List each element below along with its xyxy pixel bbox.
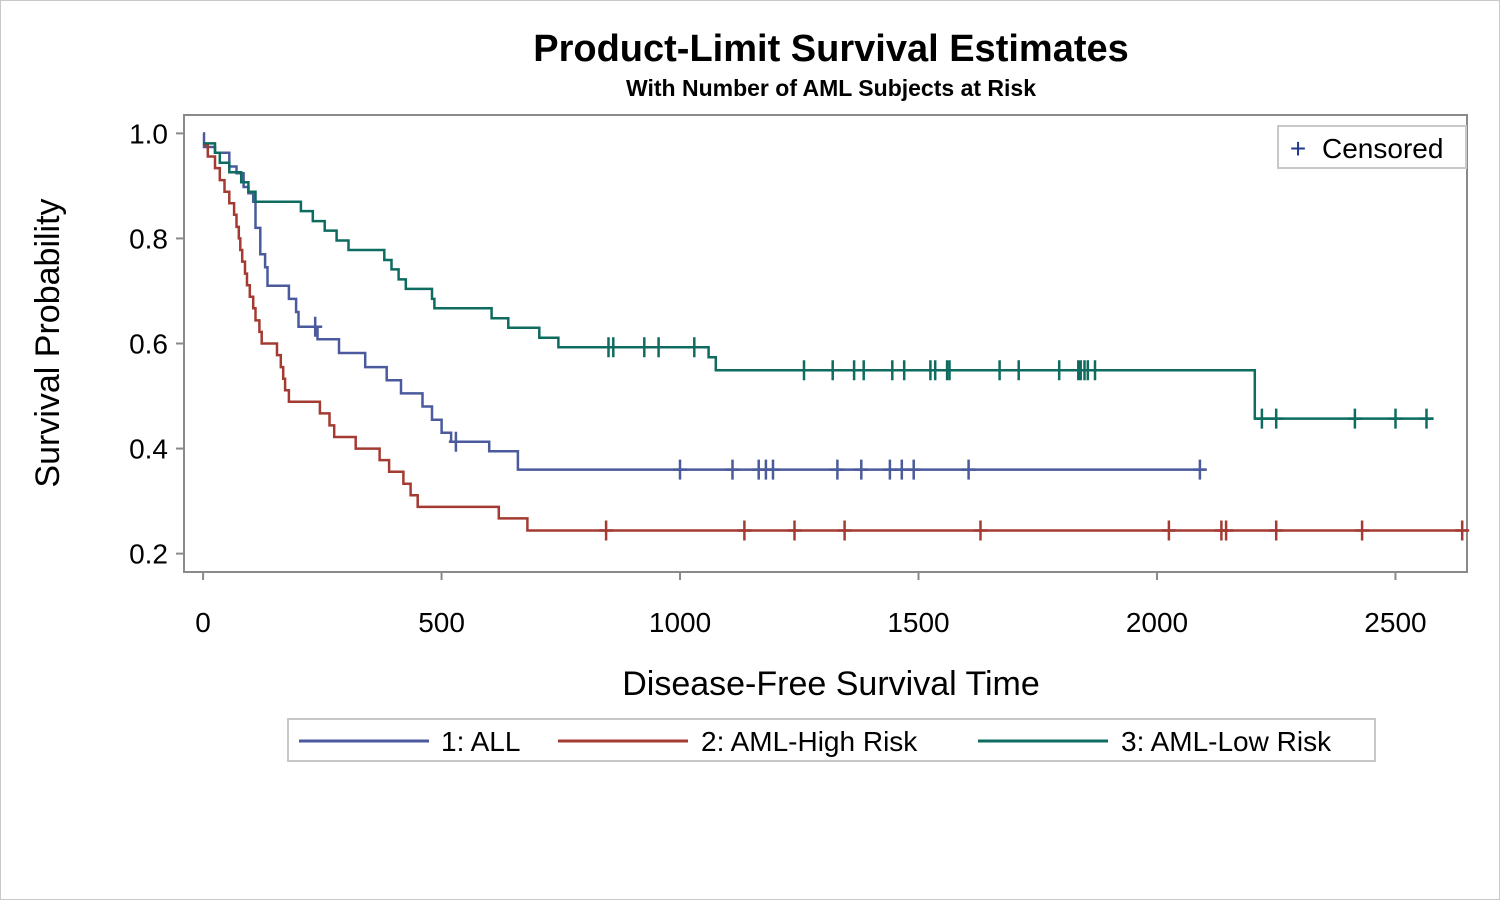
y-axis-label: Survival Probability <box>29 198 67 487</box>
censor-mark <box>1219 520 1234 541</box>
censored-legend-box <box>1277 125 1467 169</box>
censored-legend: + Censored <box>1277 125 1467 169</box>
legend-label-aml-low: 3: AML-Low Risk <box>1121 726 1332 757</box>
x-axis: 0 500 1000 1500 2000 2500 <box>195 572 1427 638</box>
survival-curve <box>203 142 1434 420</box>
censor-mark <box>606 337 621 358</box>
y-tick-label: 0.8 <box>129 223 168 254</box>
censor-mark <box>599 520 614 541</box>
y-axis: 0.2 0.4 0.6 0.8 1.0 <box>129 118 184 570</box>
censor-mark <box>1011 360 1026 381</box>
series-2 <box>203 143 1470 541</box>
y-tick-label: 1.0 <box>129 118 168 149</box>
censor-mark <box>897 360 912 381</box>
censor-mark <box>1192 459 1207 480</box>
censor-mark <box>673 459 687 480</box>
censor-mark <box>766 459 780 480</box>
y-tick-label: 0.4 <box>129 434 168 465</box>
censor-mark <box>830 459 845 480</box>
censor-mark <box>725 459 740 480</box>
censor-mark <box>737 520 752 541</box>
x-tick-label: 1000 <box>649 607 711 638</box>
x-tick-label: 1500 <box>887 607 949 638</box>
plot-area <box>183 114 1468 573</box>
series-layer <box>202 132 1470 541</box>
censor-mark <box>1052 360 1067 381</box>
censor-mark <box>1088 360 1102 381</box>
censor-mark <box>1388 408 1403 429</box>
censor-mark <box>1161 520 1176 541</box>
legend-label-all: 1: ALL <box>441 726 520 757</box>
censor-mark <box>1419 408 1434 429</box>
survival-curve <box>203 143 1467 532</box>
censor-mark <box>854 459 869 480</box>
censor-mark <box>942 360 957 381</box>
censor-mark <box>906 459 921 480</box>
censor-mark <box>787 520 802 541</box>
censor-mark <box>448 431 463 452</box>
censor-mark <box>961 459 976 480</box>
censor-mark <box>894 459 909 480</box>
censored-legend-symbol: + <box>1290 133 1306 164</box>
censored-legend-label: Censored <box>1322 133 1443 164</box>
censor-mark <box>1455 520 1470 541</box>
censor-mark <box>837 520 852 541</box>
censor-mark <box>825 360 840 381</box>
censor-mark <box>973 520 988 541</box>
censor-mark <box>928 360 943 381</box>
series-legend-box <box>287 718 1376 762</box>
chart-subtitle: With Number of AML Subjects at Risk <box>626 75 1036 101</box>
censor-mark <box>637 337 652 358</box>
chart-title: Product-Limit Survival Estimates <box>533 28 1129 70</box>
x-tick-label: 2000 <box>1126 607 1188 638</box>
censor-mark <box>1269 520 1284 541</box>
x-tick-label: 2500 <box>1364 607 1426 638</box>
censor-mark <box>651 337 666 358</box>
censor-mark <box>882 459 897 480</box>
censor-mark <box>687 337 702 358</box>
censor-mark <box>1269 408 1284 429</box>
censor-mark <box>992 360 1007 381</box>
censor-mark <box>885 360 900 381</box>
x-tick-label: 0 <box>195 607 211 638</box>
censor-mark <box>1254 408 1269 429</box>
x-axis-label: Disease-Free Survival Time <box>622 665 1040 703</box>
y-tick-label: 0.6 <box>129 329 168 360</box>
censor-mark <box>797 360 811 381</box>
censor-mark <box>1347 408 1362 429</box>
x-tick-label: 500 <box>418 607 465 638</box>
y-tick-label: 0.2 <box>129 539 168 570</box>
legend-label-aml-high: 2: AML-High Risk <box>701 726 918 757</box>
series-legend: 1: ALL 2: AML-High Risk 3: AML-Low Risk <box>287 718 1376 762</box>
censor-mark <box>308 316 323 337</box>
censor-mark <box>1355 520 1370 541</box>
censor-mark <box>856 360 871 381</box>
series-3 <box>203 142 1434 429</box>
